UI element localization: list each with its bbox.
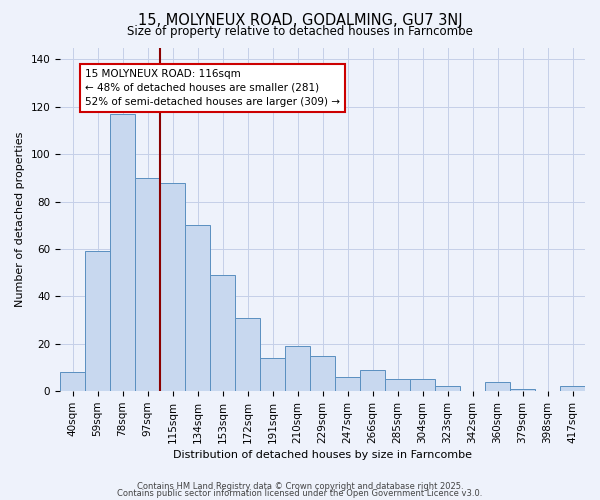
Bar [435, 386, 460, 391]
Bar [560, 386, 585, 391]
Bar [160, 182, 185, 391]
Bar [285, 346, 310, 391]
Text: Contains public sector information licensed under the Open Government Licence v3: Contains public sector information licen… [118, 490, 482, 498]
Bar [235, 318, 260, 391]
Bar [110, 114, 135, 391]
Text: Size of property relative to detached houses in Farncombe: Size of property relative to detached ho… [127, 25, 473, 38]
Bar [60, 372, 85, 391]
Bar [185, 226, 210, 391]
Y-axis label: Number of detached properties: Number of detached properties [15, 132, 25, 307]
Bar [135, 178, 160, 391]
Bar [485, 382, 510, 391]
Bar [310, 356, 335, 391]
Bar [410, 380, 435, 391]
Bar [260, 358, 285, 391]
Bar [360, 370, 385, 391]
Bar [510, 389, 535, 391]
Text: 15, MOLYNEUX ROAD, GODALMING, GU7 3NJ: 15, MOLYNEUX ROAD, GODALMING, GU7 3NJ [137, 12, 463, 28]
Bar [210, 275, 235, 391]
Text: 15 MOLYNEUX ROAD: 116sqm
← 48% of detached houses are smaller (281)
52% of semi-: 15 MOLYNEUX ROAD: 116sqm ← 48% of detach… [85, 69, 340, 107]
Bar [335, 377, 360, 391]
Bar [385, 380, 410, 391]
Bar [85, 252, 110, 391]
Text: Contains HM Land Registry data © Crown copyright and database right 2025.: Contains HM Land Registry data © Crown c… [137, 482, 463, 491]
X-axis label: Distribution of detached houses by size in Farncombe: Distribution of detached houses by size … [173, 450, 472, 460]
